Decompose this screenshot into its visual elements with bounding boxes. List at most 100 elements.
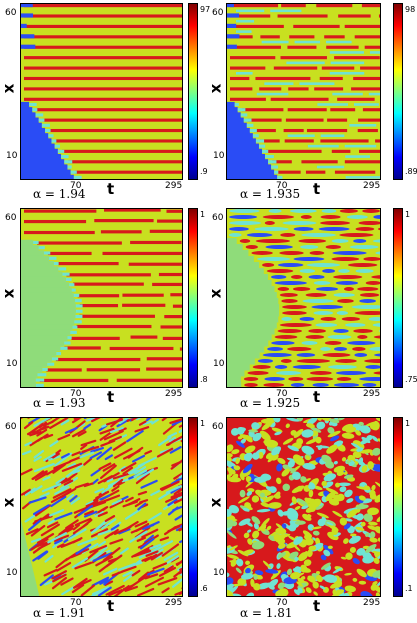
heat-cell (252, 452, 260, 460)
heat-cell (324, 35, 345, 39)
heat-cell (33, 462, 55, 473)
heat-cell (68, 160, 183, 164)
heat-cell (229, 215, 258, 219)
heat-cell (252, 530, 260, 539)
heat-cell (309, 371, 332, 375)
heat-cell (171, 577, 183, 588)
heat-cell (257, 582, 271, 590)
heat-cell (226, 44, 237, 49)
heat-cell (327, 427, 335, 434)
heat-cell (71, 428, 86, 438)
heat-cell (122, 500, 139, 508)
heat-cell (254, 570, 264, 576)
heat-cell (130, 240, 182, 245)
heat-cell (364, 359, 381, 363)
heat-cell (320, 134, 345, 138)
heat-cell (55, 557, 69, 569)
heat-cell (40, 523, 60, 537)
heat-cell (238, 496, 250, 504)
heat-cell (261, 518, 270, 527)
heat-cell (319, 76, 343, 81)
heat-cell (135, 472, 150, 485)
heat-cell (20, 148, 58, 155)
heat-cell (61, 155, 69, 159)
heat-cell (277, 175, 283, 179)
heat-cell (57, 149, 65, 153)
heat-cell (296, 359, 331, 363)
heat-cell (282, 464, 293, 472)
y-axis-label: x (206, 83, 225, 94)
heat-cell (252, 432, 262, 442)
heat-cell (230, 427, 240, 436)
heat-cell (30, 537, 49, 551)
heat-cell (144, 534, 155, 544)
heat-cell (160, 480, 180, 491)
heat-cell (52, 463, 66, 474)
heat-cell (230, 76, 250, 81)
heat-cell (332, 567, 343, 574)
heat-cell (20, 44, 36, 49)
heat-cell (54, 144, 60, 148)
panel-caption: α = 1.91 (33, 606, 86, 620)
heat-cell (345, 176, 381, 179)
heat-cell (66, 277, 72, 282)
heat-cell (167, 432, 178, 439)
heat-cell (272, 160, 292, 164)
colorbar-tick-bottom: .6 (200, 584, 208, 593)
heat-cell (226, 554, 239, 560)
heat-cell (251, 541, 265, 550)
heat-cell (357, 287, 379, 291)
heat-cell (373, 548, 381, 552)
heat-cell (108, 435, 122, 443)
heat-cell (299, 269, 316, 273)
heat-cell (226, 164, 272, 171)
heat-cell (344, 585, 356, 593)
heat-cell (330, 108, 356, 112)
heat-cell (160, 325, 183, 329)
x-tick-label: 70 (70, 389, 82, 399)
heat-cell (164, 315, 183, 319)
heat-cell (335, 371, 367, 375)
heat-cell (30, 485, 43, 494)
heat-cell (112, 472, 130, 480)
heat-cell (286, 417, 300, 422)
heat-cell (141, 528, 159, 539)
heat-cell (118, 465, 126, 472)
heat-cell (345, 155, 370, 158)
heat-cell (246, 233, 273, 237)
heat-cell (365, 532, 370, 537)
heat-cell (266, 269, 294, 273)
heat-cell (67, 165, 72, 169)
heat-cell (226, 530, 237, 539)
heat-cell (271, 531, 278, 536)
heat-cell (24, 45, 183, 49)
x-tick-label: 70 (70, 598, 82, 608)
heat-cell (288, 87, 309, 91)
heatmap-4 (226, 208, 381, 388)
heat-cell (226, 340, 269, 347)
heat-cell (362, 108, 381, 112)
heat-cell (251, 495, 260, 503)
heat-cell (33, 240, 39, 244)
heat-cell (20, 122, 42, 129)
colorbar-tick-top: 97 (200, 5, 211, 14)
heat-cell (146, 357, 183, 361)
heat-cell (308, 545, 317, 551)
heat-cell (28, 519, 41, 531)
heat-cell (360, 591, 373, 597)
heat-cell (323, 574, 338, 583)
heat-cell (227, 467, 236, 475)
colorbar-gradient (189, 209, 197, 387)
heat-cell (262, 149, 269, 153)
heat-cell (339, 233, 374, 237)
heat-cell (273, 66, 318, 70)
heat-cell (273, 417, 281, 423)
heat-cell (145, 550, 159, 557)
heat-cell (308, 275, 325, 279)
heat-cell (238, 518, 251, 526)
heat-cell (299, 317, 315, 321)
heat-cell (352, 521, 363, 531)
heat-cell (253, 128, 276, 133)
heat-cell (20, 117, 39, 124)
heat-cell (67, 528, 87, 541)
